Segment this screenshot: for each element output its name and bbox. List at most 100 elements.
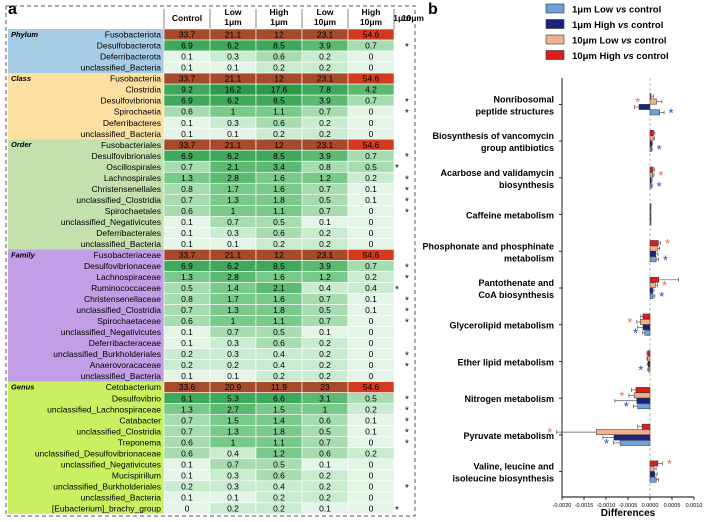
cell-value: 21.1 (225, 30, 242, 40)
taxon-label: Desulfovibrionia (101, 96, 162, 106)
column-header: Control (172, 13, 202, 23)
sig-star-10um: * (405, 395, 409, 406)
bar (649, 293, 654, 299)
cell-value: 0.4 (273, 360, 285, 370)
taxon-label: Fusobacteriia (110, 74, 161, 84)
cell-value: 1.7 (227, 294, 239, 304)
cell-value: 0.7 (319, 316, 331, 326)
cell-value: 0.1 (181, 118, 193, 128)
x-tick-label: -0.0015 (575, 503, 594, 509)
cell-value: 0 (369, 459, 374, 469)
cell-value: 0.8 (181, 294, 193, 304)
cell-value: 9.2 (181, 85, 193, 95)
cell-value: 1 (231, 107, 236, 117)
cell-value: 0.6 (273, 52, 285, 62)
cell-value: 0.5 (319, 305, 331, 315)
cell-value: 0.2 (319, 129, 331, 139)
bar (649, 172, 653, 178)
bar (649, 276, 660, 283)
taxon-label: Fusobacteriota (105, 30, 161, 40)
cell-value: 0.1 (227, 129, 239, 139)
cell-value: 0.1 (319, 327, 331, 337)
taxon-label: unclassified_Negativicutes (61, 217, 161, 227)
taxon-label: unclassified_Clostridia (76, 305, 161, 315)
cell-value: 0.7 (319, 294, 331, 304)
category-label: Valine, leucine and (473, 462, 554, 472)
taxon-label: Catabacter (119, 415, 161, 425)
cell-value: 0.6 (319, 415, 331, 425)
cell-value: 0 (369, 239, 374, 249)
taxon-label: Fusobacteriales (101, 140, 161, 150)
cell-value: 0.1 (181, 327, 193, 337)
column-header-unit: 10μm (360, 17, 383, 27)
bar (649, 140, 653, 147)
cell-value: 1.6 (273, 294, 285, 304)
cell-value: 1 (231, 437, 236, 447)
taxon-label: unclassified_Clostridia (76, 195, 161, 205)
cell-value: 6.2 (227, 41, 239, 51)
cell-value: 21.1 (225, 140, 242, 150)
cell-value: 0.1 (227, 239, 239, 249)
cell-value: 0.4 (273, 481, 285, 491)
column-header: 1μm (393, 13, 411, 23)
cell-value: 0 (369, 327, 374, 337)
sig-star-10um: * (405, 207, 409, 218)
taxon-label: Christensenellales (92, 184, 161, 194)
cell-value: 21.1 (225, 250, 242, 260)
group-label: Class (11, 74, 31, 83)
significance-star: * (638, 362, 643, 377)
x-tick-label: 0.0010 (686, 503, 703, 509)
cell-value: 0 (369, 371, 374, 381)
cell-value: 12 (274, 140, 284, 150)
taxon-label: unclassified_Negativicutes (61, 459, 161, 469)
category-label: Biosynthesis of vancomycin (432, 131, 554, 141)
cell-value: 0.5 (273, 327, 285, 337)
cell-value: 1.4 (227, 283, 239, 293)
cell-value: 0.6 (181, 448, 193, 458)
cell-value: 0.7 (319, 107, 331, 117)
column-header: 10μm (402, 13, 425, 23)
cell-value: 3.9 (319, 151, 331, 161)
cell-value: 0.3 (227, 338, 239, 348)
cell-value: 0.5 (365, 393, 377, 403)
cell-value: 3.9 (319, 41, 331, 51)
cell-value: 0.6 (273, 470, 285, 480)
cell-value: 6.2 (227, 151, 239, 161)
bar (649, 471, 656, 478)
cell-value: 0.7 (365, 151, 377, 161)
cell-value: 0.6 (181, 316, 193, 326)
bar (649, 166, 654, 173)
cell-value: 12 (274, 74, 284, 84)
heat-cell (347, 502, 395, 515)
cell-value: 0.2 (273, 492, 285, 502)
cell-value: 2.1 (273, 283, 285, 293)
cell-value: 5.3 (227, 393, 239, 403)
cell-value: 23.1 (317, 30, 334, 40)
cell-value: 0.2 (319, 228, 331, 238)
taxon-label: unclassified_Bacteria (81, 239, 162, 249)
sig-star-1um: * (395, 505, 399, 516)
cell-value: 0.1 (181, 129, 193, 139)
cell-value: 0.2 (181, 349, 193, 359)
cell-value: 0.2 (273, 63, 285, 73)
bar (637, 403, 651, 410)
sig-star-10um: * (405, 174, 409, 185)
cell-value: 21.1 (225, 74, 242, 84)
category-label: Nitrogen metabolism (464, 394, 554, 404)
cell-value: 20.9 (225, 382, 242, 392)
cell-value: 54.6 (363, 250, 380, 260)
cell-value: 0.2 (319, 63, 331, 73)
panel-b-label: b (428, 1, 438, 18)
category-label: Phosphonate and phosphinate (422, 241, 554, 251)
cell-value: 1 (231, 316, 236, 326)
cell-value: 0.1 (181, 217, 193, 227)
bar (613, 434, 651, 441)
cell-value: 0.7 (319, 184, 331, 194)
cell-value: 1.1 (273, 437, 285, 447)
sig-star-10um: * (405, 362, 409, 373)
significance-star: * (665, 236, 670, 251)
cell-value: 0.2 (319, 338, 331, 348)
cell-value: 0.1 (227, 371, 239, 381)
cell-value: 23 (320, 382, 330, 392)
